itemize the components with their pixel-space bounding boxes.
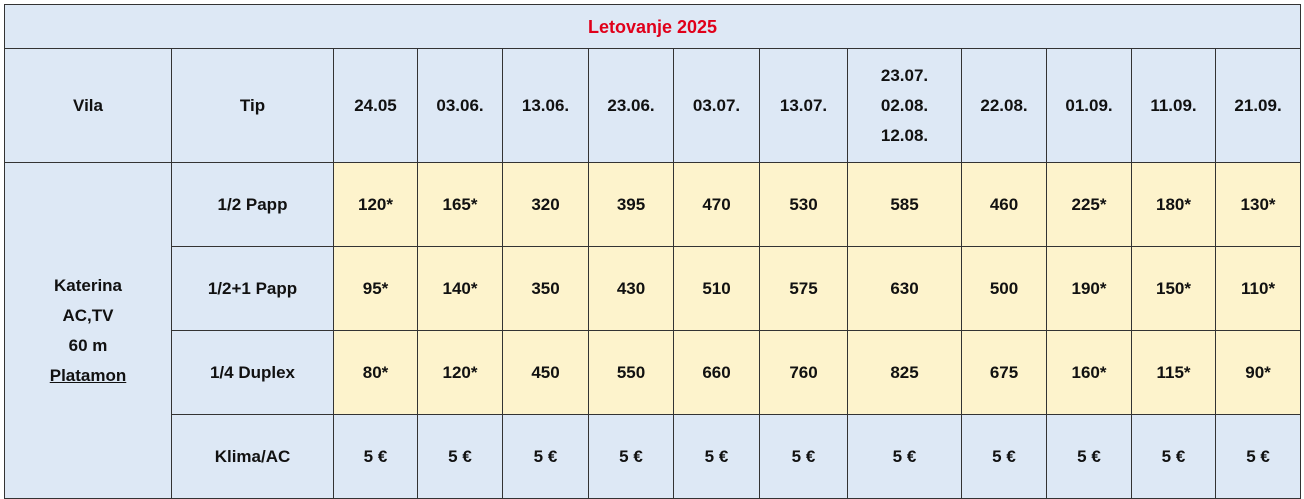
header-date: 22.08. (961, 48, 1047, 163)
price-cell: 130* (1214, 162, 1302, 247)
header-row: Vila Tip 24.05 03.06. 13.06. 23.06. 03.07. 13… (4, 48, 1302, 163)
price-cell: 90* (1214, 330, 1302, 415)
price-cell: 5 € (847, 414, 962, 499)
tip-cell: 1/4 Duplex (171, 330, 334, 415)
price-cell: 165* (417, 162, 503, 247)
price-row: Klima/AC 5 €5 €5 €5 €5 €5 €5 €5 €5 €5 €5 … (5, 414, 1302, 499)
price-cell: 530 (759, 162, 848, 247)
header-date: 24.05 (333, 48, 418, 163)
price-cell: 395 (588, 162, 674, 247)
price-cell: 5 € (417, 414, 503, 499)
date-line: 02.08. (880, 95, 929, 115)
header-date: 11.09. (1131, 48, 1216, 163)
price-cell: 110* (1214, 246, 1302, 331)
price-cell: 160* (1046, 330, 1132, 415)
price-cell: 630 (847, 246, 962, 331)
price-cell: 470 (673, 162, 760, 247)
header-date: 01.09. (1046, 48, 1132, 163)
price-cell: 760 (759, 330, 848, 415)
price-cell: 825 (847, 330, 962, 415)
price-cell: 140* (417, 246, 503, 331)
price-cell: 460 (961, 162, 1047, 247)
price-cell: 5 € (673, 414, 760, 499)
vila-cell: Katerina AC,TV 60 m Platamon (4, 162, 172, 499)
tip-cell: Klima/AC (171, 414, 334, 499)
price-cell: 190* (1046, 246, 1132, 331)
price-cell: 675 (961, 330, 1047, 415)
price-cell: 5 € (502, 414, 589, 499)
table-body: Letovanje 2025 Vila Tip 24.05 03.06. 13.06… (3, 4, 1302, 499)
price-cell: 350 (502, 246, 589, 331)
price-row: Katerina AC,TV 60 m Platamon 1/2 Papp 120* 165… (4, 162, 1302, 499)
tip-cell: 1/2 Papp (171, 162, 334, 247)
price-cell: 5 € (1214, 414, 1302, 499)
price-row: 1/4 Duplex 80* 120* 450 550 660 760 825 675 160* 1… (5, 330, 1302, 415)
tip-cell: 1/2+1 Papp (171, 246, 334, 331)
header-date: 21.09. (1214, 48, 1302, 163)
price-cell: 500 (961, 246, 1047, 331)
date-line: 23.07. (880, 65, 929, 85)
price-cell: 510 (673, 246, 760, 331)
title-row: Letovanje 2025 (3, 4, 1302, 49)
header-date: 13.07. (759, 48, 848, 163)
price-cell: 95* (333, 246, 418, 331)
price-cell: 660 (673, 330, 760, 415)
price-cell: 430 (588, 246, 674, 331)
date-line: 12.08. (880, 125, 929, 145)
price-cell: 225* (1046, 162, 1132, 247)
price-cell: 5 € (588, 414, 674, 499)
header-date: 13.06. (502, 48, 589, 163)
header-tip: Tip (171, 48, 334, 163)
price-cell: 5 € (1131, 414, 1216, 499)
price-cell: 5 € (1046, 414, 1132, 499)
header-date: 03.06. (417, 48, 503, 163)
header-date: 03.07. (673, 48, 760, 163)
price-cell: 550 (588, 330, 674, 415)
price-cell: 115* (1131, 330, 1216, 415)
price-cell: 150* (1131, 246, 1216, 331)
price-cell: 450 (502, 330, 589, 415)
price-table: Letovanje 2025 Vila Tip 24.05 03.06. 13.06… (3, 4, 1302, 499)
price-cell: 585 (847, 162, 962, 247)
price-cell: 80* (333, 330, 418, 415)
vila-line: 60 m (68, 335, 108, 355)
price-cell: 5 € (961, 414, 1047, 499)
price-cell: 575 (759, 246, 848, 331)
price-cell: 120* (417, 330, 503, 415)
price-cell: 320 (502, 162, 589, 247)
price-cell: 120* (333, 162, 418, 247)
vila-line: AC,TV (62, 305, 114, 325)
price-cell: 5 € (759, 414, 848, 499)
vila-line: Platamon (49, 365, 127, 385)
vila-line: Katerina (53, 275, 123, 295)
price-cell: 180* (1131, 162, 1216, 247)
header-date: 23.06. (588, 48, 674, 163)
price-cell: 5 € (333, 414, 418, 499)
price-row: 1/2+1 Papp 95* 140* 350 430 510 575 630 500 190* 1… (5, 246, 1302, 331)
table-title: Letovanje 2025 (3, 4, 1302, 49)
header-vila: Vila (4, 48, 172, 163)
header-date: 23.07. 02.08. 12.08. (847, 48, 962, 163)
